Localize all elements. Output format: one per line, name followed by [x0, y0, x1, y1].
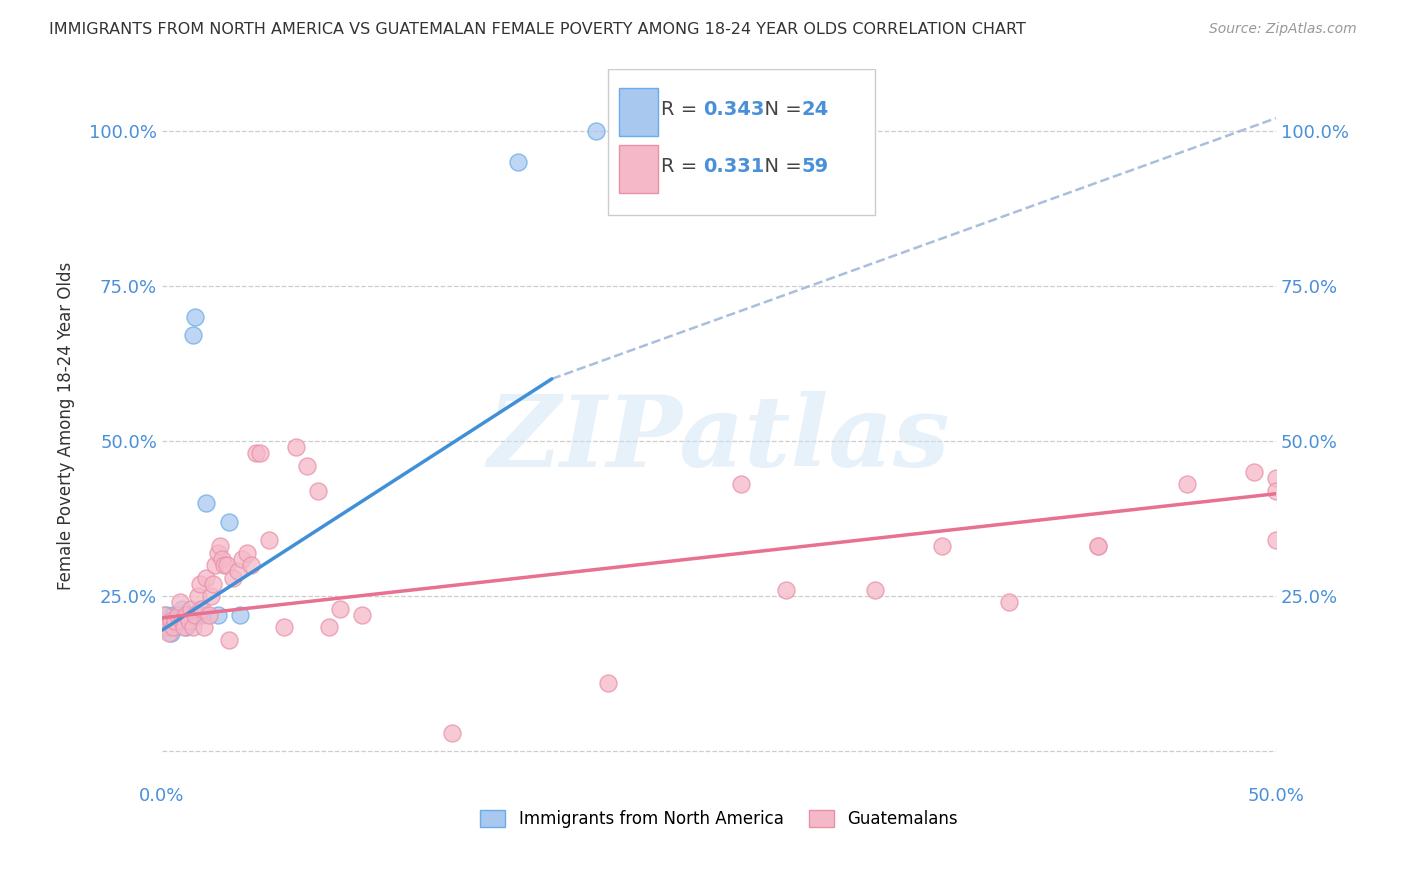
Point [197, 607, 219, 622]
Point [176, 620, 198, 634]
Point [165, 614, 187, 628]
Point [226, 564, 249, 578]
FancyBboxPatch shape [619, 145, 658, 194]
Point [180, 614, 202, 628]
Text: R =: R = [661, 100, 703, 119]
Point [193, 620, 215, 634]
Point [155, 607, 177, 622]
Point [863, 582, 886, 597]
Point [585, 123, 607, 137]
Point [215, 558, 238, 573]
Point [284, 440, 307, 454]
Text: IMMIGRANTS FROM NORTH AMERICA VS GUATEMALAN FEMALE POVERTY AMONG 18-24 YEAR OLDS: IMMIGRANTS FROM NORTH AMERICA VS GUATEMA… [49, 22, 1026, 37]
Point [153, 607, 176, 622]
Point [202, 576, 225, 591]
Y-axis label: Female Poverty Among 18-24 Year Olds: Female Poverty Among 18-24 Year Olds [58, 261, 75, 590]
Point [1087, 540, 1109, 554]
Point [229, 607, 252, 622]
FancyBboxPatch shape [607, 69, 875, 215]
Point [165, 614, 187, 628]
Point [257, 533, 280, 548]
Point [207, 607, 229, 622]
Point [187, 589, 209, 603]
Point [730, 477, 752, 491]
Point [208, 540, 231, 554]
Point [211, 552, 233, 566]
Point [153, 614, 176, 628]
Point [222, 570, 245, 584]
Point [162, 607, 184, 622]
Point [1175, 477, 1198, 491]
Point [184, 607, 207, 622]
Point [235, 546, 257, 560]
Text: 0.343: 0.343 [703, 100, 765, 119]
Point [166, 607, 188, 622]
Legend: Immigrants from North America, Guatemalans: Immigrants from North America, Guatemala… [474, 803, 965, 835]
Point [160, 614, 183, 628]
Point [245, 446, 267, 460]
FancyBboxPatch shape [619, 87, 658, 136]
Point [440, 725, 463, 739]
Point [177, 607, 200, 622]
Point [931, 540, 953, 554]
Point [160, 626, 183, 640]
Text: Source: ZipAtlas.com: Source: ZipAtlas.com [1209, 22, 1357, 37]
Point [169, 614, 191, 628]
Text: N =: N = [752, 157, 808, 176]
Text: 0.331: 0.331 [703, 157, 765, 176]
Point [775, 582, 797, 597]
Point [273, 620, 295, 634]
Point [180, 601, 202, 615]
Point [173, 620, 195, 634]
Point [169, 595, 191, 609]
Point [188, 601, 211, 615]
Point [191, 601, 214, 615]
Point [1087, 540, 1109, 554]
Point [195, 496, 218, 510]
Point [195, 570, 218, 584]
Point [170, 601, 193, 615]
Point [218, 632, 240, 647]
Point [181, 328, 204, 343]
Point [162, 620, 184, 634]
Point [997, 595, 1019, 609]
Point [200, 589, 222, 603]
Point [1243, 465, 1265, 479]
Point [204, 558, 226, 573]
Point [1265, 533, 1288, 548]
Point [176, 607, 198, 622]
Point [596, 676, 619, 690]
Text: R =: R = [661, 157, 710, 176]
Text: 24: 24 [801, 100, 828, 119]
Point [307, 483, 329, 498]
Point [352, 607, 374, 622]
Point [318, 620, 340, 634]
Point [188, 576, 211, 591]
Point [295, 458, 318, 473]
Text: N =: N = [752, 100, 808, 119]
Point [231, 552, 253, 566]
Point [157, 626, 180, 640]
Point [166, 607, 188, 622]
Point [187, 607, 209, 622]
Point [508, 154, 530, 169]
Point [173, 607, 195, 622]
Point [191, 607, 214, 622]
Point [1265, 483, 1288, 498]
Point [155, 620, 177, 634]
Text: ZIPatlas: ZIPatlas [488, 392, 950, 488]
Point [181, 620, 204, 634]
Point [214, 558, 236, 573]
Point [207, 546, 229, 560]
Point [157, 620, 180, 634]
Point [329, 601, 352, 615]
Text: 59: 59 [801, 157, 828, 176]
Point [218, 515, 240, 529]
Point [1265, 471, 1288, 485]
Point [177, 614, 200, 628]
Point [184, 310, 207, 324]
Point [240, 558, 263, 573]
Point [170, 614, 193, 628]
Point [249, 446, 271, 460]
